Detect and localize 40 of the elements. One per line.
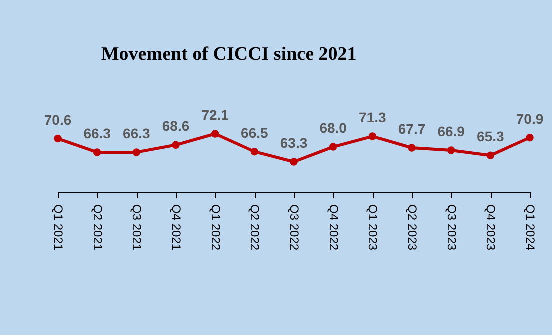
point	[250, 148, 259, 156]
point	[408, 144, 416, 152]
data-label: 66.9	[438, 124, 466, 140]
data-label: 71.3	[359, 110, 387, 126]
data-label: 68.0	[320, 120, 348, 136]
data-label: 66.5	[241, 124, 269, 141]
point	[526, 134, 534, 142]
x-tick-label: Q4 2021	[170, 204, 184, 251]
data-label: 66.3	[84, 125, 112, 142]
x-tick-label: Q1 2023	[366, 204, 380, 251]
data-label: 66.3	[123, 125, 151, 142]
data-label: 67.7	[398, 121, 426, 137]
data-label: 72.1	[202, 107, 230, 123]
data-label: 65.3	[477, 128, 505, 145]
x-tick-label: Q1 2024	[524, 204, 538, 251]
point	[93, 148, 102, 156]
x-tick-label: Q3 2021	[130, 204, 144, 251]
point	[132, 148, 141, 156]
x-tick-label: Q1 2022	[208, 204, 223, 251]
data-label: 68.6	[162, 118, 190, 134]
point	[447, 146, 456, 154]
point	[211, 130, 220, 138]
x-tick-label: Q2 2022	[248, 204, 262, 251]
point	[329, 143, 338, 151]
point	[54, 134, 62, 143]
x-tick-label: Q4 2023	[484, 204, 498, 251]
point	[172, 141, 180, 149]
point	[290, 158, 298, 166]
point	[486, 152, 495, 160]
chart-title: Movement of CICCI since 2021	[101, 44, 357, 65]
data-label: 70.6	[44, 112, 72, 128]
x-tick-label: Q1 2021	[52, 204, 66, 251]
x-tick-label: Q2 2023	[406, 204, 420, 251]
data-label: 70.9	[516, 110, 544, 127]
x-tick-label: Q4 2022	[326, 204, 341, 251]
x-tick-label: Q3 2023	[444, 204, 459, 251]
point	[368, 132, 377, 140]
x-tick-label: Q2 2021	[90, 204, 105, 251]
data-label: 63.3	[280, 135, 308, 151]
x-tick-label: Q3 2022	[288, 204, 302, 251]
